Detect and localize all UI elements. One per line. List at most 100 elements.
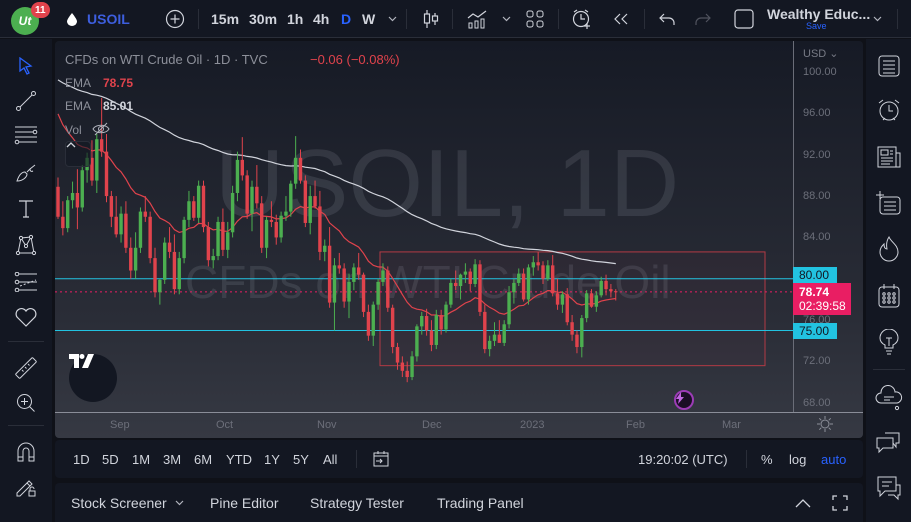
- chart-settings-gear-icon[interactable]: [817, 416, 835, 434]
- tab-strategy-tester[interactable]: Strategy Tester: [310, 494, 404, 511]
- symbol-search-button[interactable]: USOIL: [87, 11, 130, 27]
- log-scale-toggle[interactable]: log: [789, 451, 807, 467]
- undo-icon[interactable]: [656, 0, 678, 38]
- pattern-xabcd-icon[interactable]: [12, 231, 40, 259]
- toolbar-divider: [8, 341, 44, 342]
- private-messages-icon[interactable]: [874, 473, 904, 503]
- tab-pine-editor[interactable]: Pine Editor: [210, 494, 279, 511]
- chats-cloud-icon[interactable]: [874, 383, 904, 413]
- range-1m[interactable]: 1M: [132, 451, 151, 467]
- chart-legend-title[interactable]: CFDs on WTI Crude Oil · 1D · TVC: [65, 52, 268, 67]
- heart-favorites-icon[interactable]: [12, 303, 40, 331]
- percent-scale-toggle[interactable]: %: [761, 451, 773, 467]
- range-3m[interactable]: 3M: [163, 451, 182, 467]
- timeframe-1h[interactable]: 1h: [287, 11, 304, 27]
- candle-body: [361, 274, 366, 312]
- forecasting-tools-icon[interactable]: [12, 268, 40, 296]
- price-scale[interactable]: [793, 41, 863, 412]
- range-6m[interactable]: 6M: [194, 451, 213, 467]
- last-price-value: 78.74: [799, 285, 830, 299]
- redo-icon[interactable]: [692, 0, 714, 38]
- candle-body: [230, 192, 235, 233]
- ema-slow-label[interactable]: EMA: [65, 99, 92, 113]
- candle-body: [75, 192, 80, 208]
- trend-line-icon[interactable]: [12, 87, 40, 115]
- ideas-lightbulb-icon[interactable]: [874, 327, 904, 357]
- expand-panel-chevron-up-icon[interactable]: [795, 483, 811, 522]
- layout-dropdown-chevron-icon[interactable]: [870, 0, 884, 38]
- ruler-measure-icon[interactable]: [12, 354, 40, 382]
- maximize-panel-icon[interactable]: [832, 483, 848, 522]
- candle-body: [575, 334, 579, 348]
- candle-body: [507, 292, 511, 325]
- range-ytd[interactable]: YTD: [226, 451, 252, 467]
- compare-add-symbol-icon[interactable]: [163, 0, 187, 38]
- timeframe-15m[interactable]: 15m: [211, 11, 240, 27]
- candle-body: [211, 256, 215, 261]
- layout-save-link[interactable]: Save: [806, 21, 827, 31]
- volume-label[interactable]: Vol: [65, 123, 82, 137]
- clock-timezone-button[interactable]: 19:20:02 (UTC): [638, 451, 728, 467]
- indicators-dropdown-chevron-icon[interactable]: [500, 0, 512, 38]
- brush-icon[interactable]: [12, 159, 40, 187]
- fullscreen-square-icon[interactable]: [732, 0, 756, 38]
- tab-stock-screener[interactable]: Stock Screener: [71, 494, 167, 511]
- range-5y[interactable]: 5Y: [293, 451, 309, 467]
- range-all[interactable]: All: [323, 451, 338, 467]
- auto-scale-toggle[interactable]: auto: [821, 451, 847, 467]
- cursor-arrow-icon[interactable]: [12, 52, 40, 80]
- hotlists-flame-icon[interactable]: [874, 234, 904, 264]
- magnet-icon[interactable]: [12, 438, 40, 466]
- horizontal-lines-fib-icon[interactable]: [12, 121, 40, 149]
- news-icon[interactable]: [874, 142, 904, 172]
- time-axis[interactable]: Sep Oct Nov Dec 2023 Feb Mar: [55, 412, 863, 438]
- candle-body: [599, 280, 603, 296]
- candlestick-plot[interactable]: [55, 41, 793, 412]
- zoom-in-icon[interactable]: [12, 389, 40, 417]
- tradingview-logo[interactable]: [69, 354, 117, 402]
- indicators-icon[interactable]: [466, 0, 490, 38]
- timeframe-4h[interactable]: 4h: [313, 11, 330, 27]
- candle-body: [226, 232, 230, 250]
- candle-body: [366, 311, 371, 336]
- calendar-icon[interactable]: [874, 281, 904, 311]
- range-5d[interactable]: 5D: [102, 451, 119, 467]
- candle-body: [269, 219, 274, 222]
- timeframe-d[interactable]: D: [341, 11, 352, 27]
- lock-drawings-pencil-icon[interactable]: [12, 473, 40, 501]
- stock-screener-chevron-icon[interactable]: [175, 483, 184, 522]
- ema-fast-label[interactable]: EMA: [65, 76, 92, 90]
- public-chats-icon[interactable]: [874, 427, 904, 457]
- layout-name-button[interactable]: Wealthy Educ...: [767, 6, 871, 22]
- candle-body: [303, 180, 308, 223]
- range-1y[interactable]: 1Y: [264, 451, 280, 467]
- range-rectangle-drawing[interactable]: [379, 251, 766, 367]
- timeframe-w[interactable]: W: [362, 11, 376, 27]
- currency-selector[interactable]: USD ⌄: [803, 48, 839, 60]
- candle-body: [293, 157, 298, 184]
- watchlist-icon[interactable]: [874, 51, 904, 81]
- text-tool-icon[interactable]: [12, 195, 40, 223]
- range-1d[interactable]: 1D: [73, 451, 90, 467]
- candle-body: [594, 295, 599, 307]
- create-alert-icon[interactable]: [570, 0, 594, 38]
- collapse-legend-button[interactable]: [65, 141, 91, 167]
- candle-body: [420, 316, 424, 327]
- chart-pane[interactable]: USOIL, 1D CFDs on WTI Crude Oil CFDs on …: [55, 41, 863, 438]
- candle-body: [119, 213, 123, 235]
- timeframe-30m[interactable]: 30m: [249, 11, 278, 27]
- add-watchlist-icon[interactable]: [874, 188, 904, 218]
- candle-body: [478, 264, 482, 312]
- candles-chart-type-icon[interactable]: [420, 0, 442, 38]
- chart-legend-change: −0.06 (−0.08%): [310, 52, 400, 67]
- hline-75-tag: 75.00: [793, 323, 837, 339]
- timeframe-dropdown-chevron-icon[interactable]: [386, 0, 398, 38]
- candle-body: [167, 242, 172, 252]
- goto-date-calendar-icon[interactable]: [372, 440, 390, 478]
- templates-grid-icon[interactable]: [524, 0, 546, 38]
- tab-trading-panel[interactable]: Trading Panel: [437, 494, 524, 511]
- candle-body: [129, 247, 133, 271]
- lightning-event-icon[interactable]: [674, 390, 694, 410]
- alerts-alarm-clock-icon[interactable]: [874, 95, 904, 125]
- replay-rewind-icon[interactable]: [610, 0, 632, 38]
